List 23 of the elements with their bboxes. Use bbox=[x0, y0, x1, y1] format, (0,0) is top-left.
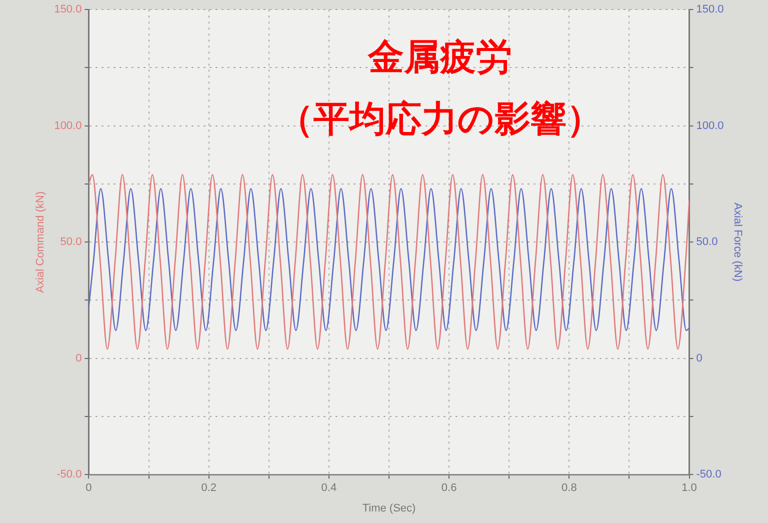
y2-tick-label: 0 bbox=[696, 352, 702, 364]
y-tick-label: 0 bbox=[76, 352, 82, 364]
y2-tick-label: 50.0 bbox=[696, 236, 718, 248]
text: 金属疲労 bbox=[366, 36, 513, 80]
x-tick-label: 0.4 bbox=[321, 482, 337, 494]
y-axis-title: Axial Command (kN) bbox=[34, 191, 47, 293]
x-tick-label: 1.0 bbox=[682, 482, 697, 494]
y2-tick-label: -50.0 bbox=[696, 468, 722, 481]
x-tick-label: 0.6 bbox=[441, 482, 457, 494]
y2-tick-label: 150.0 bbox=[696, 4, 724, 16]
y-tick-label: 50.0 bbox=[60, 236, 82, 248]
line-series bbox=[88, 188, 690, 332]
x-axis-title: Time (Sec) bbox=[362, 502, 416, 514]
text: （平均応力の影響） bbox=[276, 98, 604, 142]
y-tick-label: -50.0 bbox=[56, 468, 82, 481]
y-tick-label: 100.0 bbox=[54, 120, 82, 132]
x-tick-label: 0.2 bbox=[201, 482, 216, 494]
line-series bbox=[88, 174, 690, 350]
x-tick-label: 0 bbox=[86, 482, 92, 494]
y2-tick-label: 100.0 bbox=[696, 120, 724, 132]
x-tick-label: 0.8 bbox=[562, 482, 577, 494]
y2-axis-title: Axial Force (kN) bbox=[731, 202, 744, 282]
y-tick-label: 150.0 bbox=[54, 4, 82, 16]
